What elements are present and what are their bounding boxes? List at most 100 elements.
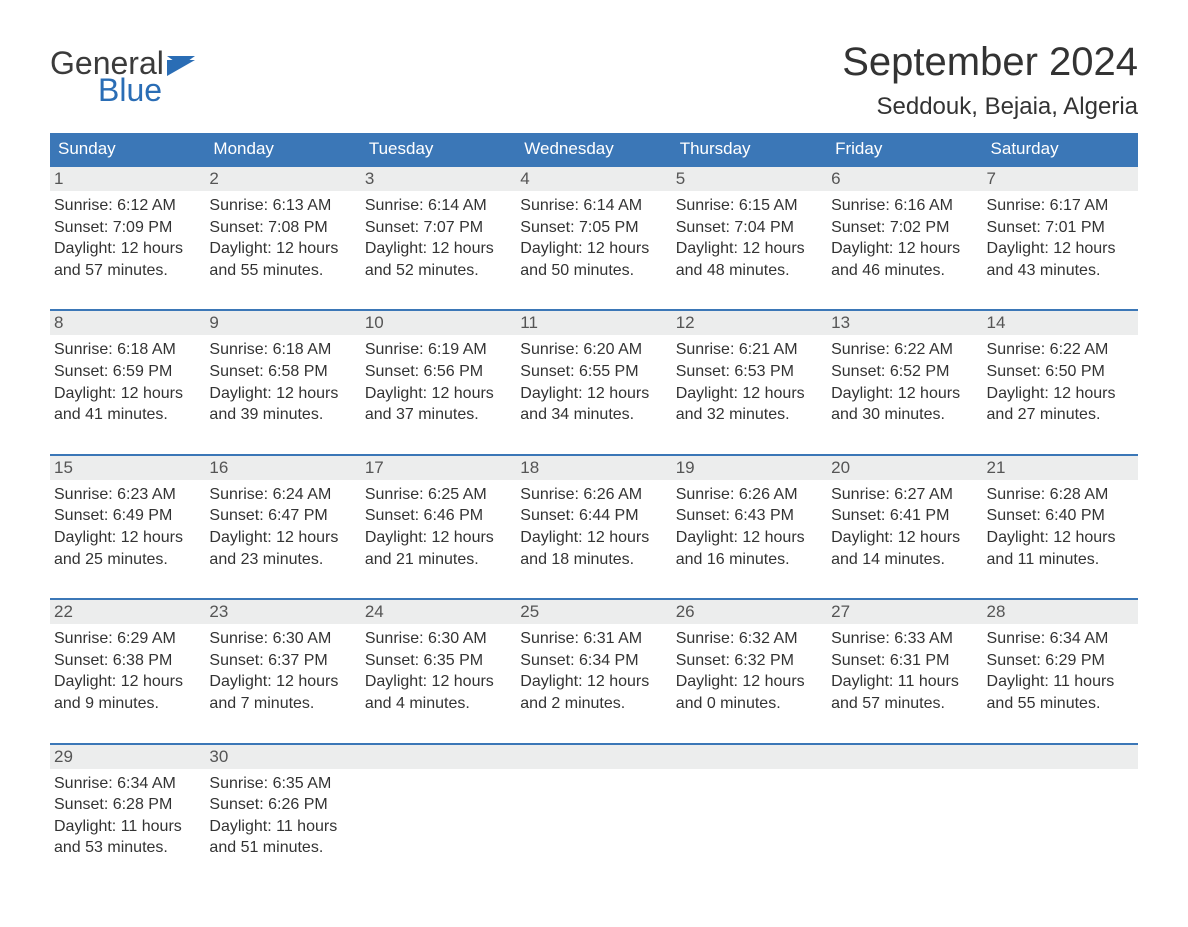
day-content-cell: Sunrise: 6:27 AMSunset: 6:41 PMDaylight:…: [827, 480, 982, 599]
day-content-cell: Sunrise: 6:25 AMSunset: 6:46 PMDaylight:…: [361, 480, 516, 599]
sunrise-line: Sunrise: 6:17 AM: [987, 195, 1130, 217]
daylight-line: Daylight: 11 hours and 55 minutes.: [987, 671, 1130, 714]
sunset-line: Sunset: 7:08 PM: [209, 217, 352, 239]
sunset-line: Sunset: 7:09 PM: [54, 217, 197, 239]
daylight-line: Daylight: 12 hours and 23 minutes.: [209, 527, 352, 570]
day-content-cell: Sunrise: 6:24 AMSunset: 6:47 PMDaylight:…: [205, 480, 360, 599]
daylight-line: Daylight: 12 hours and 39 minutes.: [209, 383, 352, 426]
sunrise-line: Sunrise: 6:32 AM: [676, 628, 819, 650]
weekday-header: Wednesday: [516, 133, 671, 166]
location: Seddouk, Bejaia, Algeria: [842, 93, 1138, 121]
day-content-cell: Sunrise: 6:14 AMSunset: 7:07 PMDaylight:…: [361, 191, 516, 310]
day-number-cell: 1: [50, 166, 205, 191]
day-number-cell: 20: [827, 455, 982, 480]
sunset-line: Sunset: 6:26 PM: [209, 794, 352, 816]
day-number-cell: 9: [205, 310, 360, 335]
sunrise-line: Sunrise: 6:16 AM: [831, 195, 974, 217]
sunrise-line: Sunrise: 6:35 AM: [209, 773, 352, 795]
sunset-line: Sunset: 6:41 PM: [831, 505, 974, 527]
day-content-row: Sunrise: 6:34 AMSunset: 6:28 PMDaylight:…: [50, 769, 1138, 887]
day-content-cell: Sunrise: 6:21 AMSunset: 6:53 PMDaylight:…: [672, 335, 827, 454]
day-number-cell: 4: [516, 166, 671, 191]
day-content-cell: Sunrise: 6:18 AMSunset: 6:58 PMDaylight:…: [205, 335, 360, 454]
sunset-line: Sunset: 6:59 PM: [54, 361, 197, 383]
day-number-cell: 29: [50, 744, 205, 769]
day-number-cell: 10: [361, 310, 516, 335]
daylight-line: Daylight: 12 hours and 18 minutes.: [520, 527, 663, 570]
sunrise-line: Sunrise: 6:15 AM: [676, 195, 819, 217]
day-content-cell: Sunrise: 6:31 AMSunset: 6:34 PMDaylight:…: [516, 624, 671, 743]
day-number-cell: 2: [205, 166, 360, 191]
day-content-cell: Sunrise: 6:22 AMSunset: 6:50 PMDaylight:…: [983, 335, 1138, 454]
day-number-cell: [361, 744, 516, 769]
day-content-cell: Sunrise: 6:33 AMSunset: 6:31 PMDaylight:…: [827, 624, 982, 743]
month-title: September 2024: [842, 40, 1138, 85]
day-number-cell: 11: [516, 310, 671, 335]
sunset-line: Sunset: 6:52 PM: [831, 361, 974, 383]
day-number-cell: 16: [205, 455, 360, 480]
day-number-row: 1234567: [50, 166, 1138, 191]
day-number-cell: 3: [361, 166, 516, 191]
calendar-table: SundayMondayTuesdayWednesdayThursdayFrid…: [50, 133, 1138, 887]
day-number-cell: 24: [361, 599, 516, 624]
sunrise-line: Sunrise: 6:14 AM: [520, 195, 663, 217]
daylight-line: Daylight: 12 hours and 11 minutes.: [987, 527, 1130, 570]
day-number-cell: 15: [50, 455, 205, 480]
sunset-line: Sunset: 6:29 PM: [987, 650, 1130, 672]
day-content-cell: Sunrise: 6:32 AMSunset: 6:32 PMDaylight:…: [672, 624, 827, 743]
day-content-cell: Sunrise: 6:28 AMSunset: 6:40 PMDaylight:…: [983, 480, 1138, 599]
sunset-line: Sunset: 7:04 PM: [676, 217, 819, 239]
daylight-line: Daylight: 12 hours and 41 minutes.: [54, 383, 197, 426]
sunrise-line: Sunrise: 6:20 AM: [520, 339, 663, 361]
sunrise-line: Sunrise: 6:18 AM: [209, 339, 352, 361]
day-number-cell: 19: [672, 455, 827, 480]
day-content-cell: Sunrise: 6:26 AMSunset: 6:44 PMDaylight:…: [516, 480, 671, 599]
daylight-line: Daylight: 12 hours and 50 minutes.: [520, 238, 663, 281]
day-content-cell: [983, 769, 1138, 887]
day-number-cell: 17: [361, 455, 516, 480]
day-number-cell: 22: [50, 599, 205, 624]
sunset-line: Sunset: 6:38 PM: [54, 650, 197, 672]
sunset-line: Sunset: 6:46 PM: [365, 505, 508, 527]
day-content-cell: Sunrise: 6:14 AMSunset: 7:05 PMDaylight:…: [516, 191, 671, 310]
day-content-cell: Sunrise: 6:29 AMSunset: 6:38 PMDaylight:…: [50, 624, 205, 743]
sunrise-line: Sunrise: 6:26 AM: [520, 484, 663, 506]
sunrise-line: Sunrise: 6:12 AM: [54, 195, 197, 217]
sunset-line: Sunset: 6:58 PM: [209, 361, 352, 383]
day-content-cell: Sunrise: 6:18 AMSunset: 6:59 PMDaylight:…: [50, 335, 205, 454]
day-content-cell: Sunrise: 6:34 AMSunset: 6:29 PMDaylight:…: [983, 624, 1138, 743]
day-content-cell: [827, 769, 982, 887]
day-content-cell: Sunrise: 6:19 AMSunset: 6:56 PMDaylight:…: [361, 335, 516, 454]
daylight-line: Daylight: 12 hours and 46 minutes.: [831, 238, 974, 281]
sunset-line: Sunset: 7:01 PM: [987, 217, 1130, 239]
day-content-cell: Sunrise: 6:35 AMSunset: 6:26 PMDaylight:…: [205, 769, 360, 887]
sunrise-line: Sunrise: 6:28 AM: [987, 484, 1130, 506]
daylight-line: Daylight: 12 hours and 14 minutes.: [831, 527, 974, 570]
sunset-line: Sunset: 6:31 PM: [831, 650, 974, 672]
day-number-cell: 5: [672, 166, 827, 191]
day-content-cell: Sunrise: 6:12 AMSunset: 7:09 PMDaylight:…: [50, 191, 205, 310]
sunrise-line: Sunrise: 6:27 AM: [831, 484, 974, 506]
day-number-cell: 18: [516, 455, 671, 480]
sunset-line: Sunset: 6:56 PM: [365, 361, 508, 383]
weekday-header: Tuesday: [361, 133, 516, 166]
sunset-line: Sunset: 6:53 PM: [676, 361, 819, 383]
day-number-cell: [672, 744, 827, 769]
sunset-line: Sunset: 7:02 PM: [831, 217, 974, 239]
daylight-line: Daylight: 12 hours and 7 minutes.: [209, 671, 352, 714]
day-number-cell: [516, 744, 671, 769]
sunrise-line: Sunrise: 6:23 AM: [54, 484, 197, 506]
day-number-cell: 8: [50, 310, 205, 335]
sunset-line: Sunset: 6:34 PM: [520, 650, 663, 672]
daylight-line: Daylight: 12 hours and 37 minutes.: [365, 383, 508, 426]
sunset-line: Sunset: 6:47 PM: [209, 505, 352, 527]
logo-text-blue: Blue: [98, 72, 162, 109]
day-content-cell: Sunrise: 6:34 AMSunset: 6:28 PMDaylight:…: [50, 769, 205, 887]
day-number-cell: 14: [983, 310, 1138, 335]
daylight-line: Daylight: 12 hours and 48 minutes.: [676, 238, 819, 281]
sunrise-line: Sunrise: 6:21 AM: [676, 339, 819, 361]
day-number-cell: 7: [983, 166, 1138, 191]
day-number-row: 891011121314: [50, 310, 1138, 335]
sunrise-line: Sunrise: 6:19 AM: [365, 339, 508, 361]
weekday-header: Sunday: [50, 133, 205, 166]
